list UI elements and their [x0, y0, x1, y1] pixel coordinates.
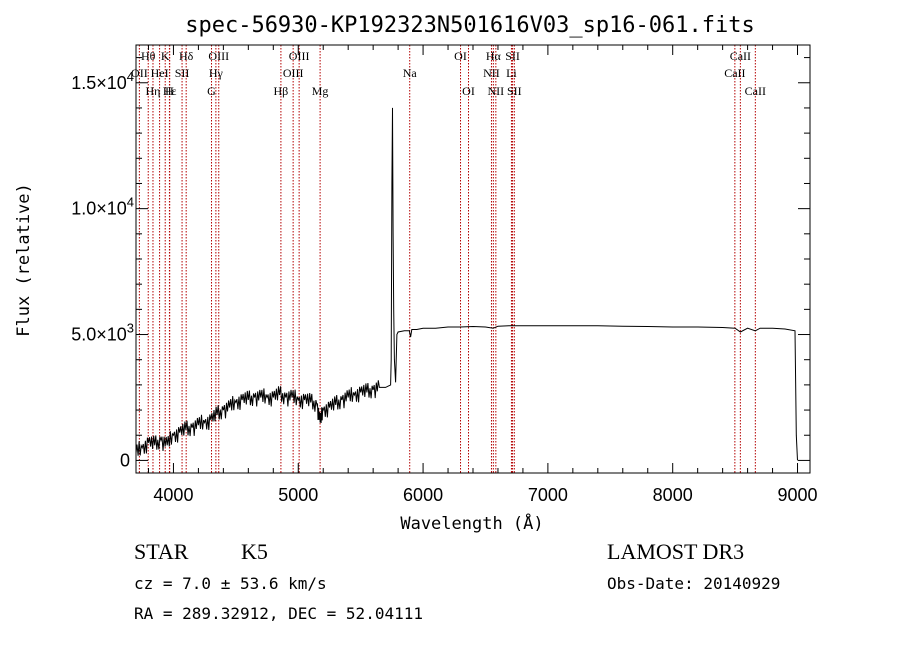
line-label: OIII	[208, 49, 229, 63]
y-tick-label: 1.0×104	[71, 195, 134, 219]
object-class: STAR	[134, 539, 189, 564]
line-label: Hγ	[209, 66, 224, 80]
line-label: OII	[131, 66, 148, 80]
x-tick-label: 7000	[528, 485, 568, 505]
line-label: SII	[175, 66, 190, 80]
line-label: K	[161, 49, 170, 63]
line-label: H	[165, 84, 174, 98]
y-tick-label: 5.0×103	[71, 321, 134, 345]
y-axis: 0 5.0×103 1.0×104 1.5×104	[71, 57, 810, 470]
y-tick-label: 1.5×104	[71, 69, 134, 93]
emission-line-markers	[138, 45, 756, 473]
coordinates: RA = 289.32912, DEC = 52.04111	[134, 604, 423, 623]
line-label: Mg	[312, 84, 329, 98]
object-subclass: K5	[241, 539, 268, 564]
observation-date: Obs-Date: 20140929	[607, 574, 781, 593]
chart-title: spec-56930-KP192323N501616V03_sp16-061.f…	[185, 13, 755, 38]
line-label: Hα	[486, 49, 502, 63]
redshift-info: cz = 7.0 ± 53.6 km/s	[134, 574, 327, 593]
line-label: SII	[507, 84, 522, 98]
line-label: SII	[505, 49, 520, 63]
x-tick-label: 5000	[278, 485, 318, 505]
x-tick-label: 8000	[653, 485, 693, 505]
x-axis-label: Wavelength (Å)	[400, 512, 543, 534]
spectrum-line	[135, 107, 798, 461]
survey-name: LAMOST DR3	[607, 539, 745, 564]
line-label: OIII	[283, 66, 304, 80]
x-axis: 4000 5000 6000 7000 8000 9000	[147, 45, 818, 505]
x-tick-label: 9000	[777, 485, 817, 505]
line-label: CaII	[724, 66, 745, 80]
line-label: CaII	[730, 49, 751, 63]
line-label: HeI	[151, 66, 169, 80]
y-tick-label: 0	[120, 450, 130, 470]
line-label: Hθ	[141, 49, 156, 63]
line-label: Li	[506, 66, 517, 80]
line-label: Hδ	[179, 49, 194, 63]
line-label: OI	[462, 84, 475, 98]
line-label: OI	[454, 49, 467, 63]
x-tick-label: 4000	[153, 485, 193, 505]
line-label: NII	[483, 66, 500, 80]
line-label: Hη	[145, 84, 160, 98]
y-axis-label: Flux (relative)	[14, 183, 34, 337]
line-label: CaII	[745, 84, 766, 98]
line-label: Hε	[163, 84, 177, 98]
line-label: OIII	[289, 49, 310, 63]
line-label: Hβ	[274, 84, 289, 98]
line-label: G	[207, 84, 216, 98]
line-label: Na	[403, 66, 418, 80]
x-tick-label: 6000	[403, 485, 443, 505]
plot-frame	[135, 44, 811, 474]
line-label: NII	[488, 84, 505, 98]
